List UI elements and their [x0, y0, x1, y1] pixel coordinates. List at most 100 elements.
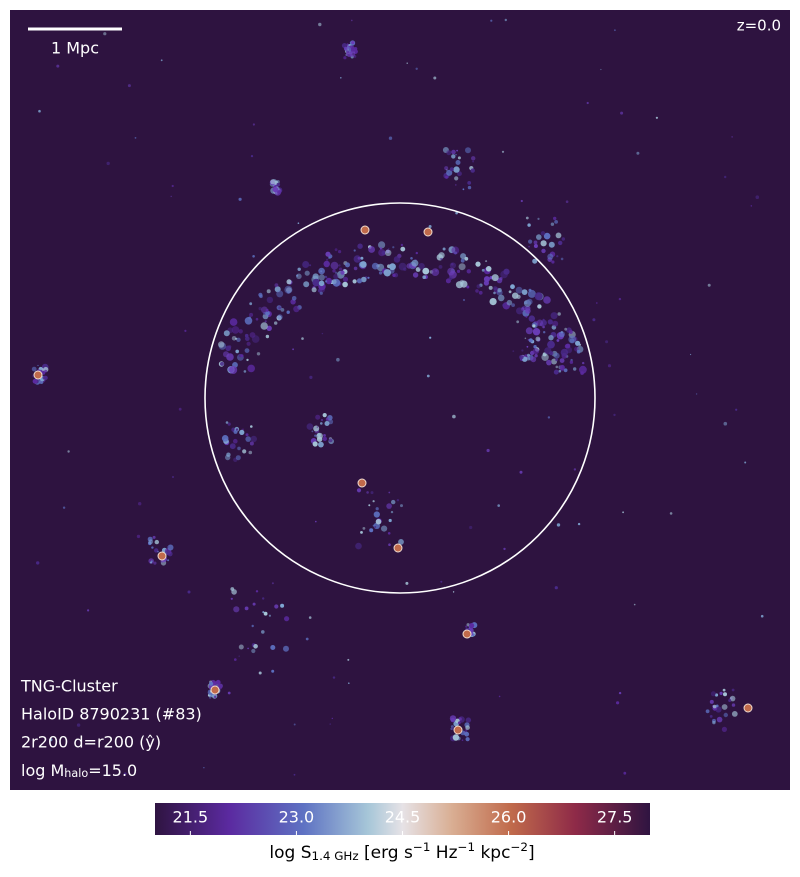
- emission-blob: [353, 266, 358, 271]
- emission-blob: [536, 234, 542, 240]
- emission-blob: [406, 62, 408, 64]
- emission-blob: [319, 291, 323, 295]
- emission-blob: [750, 205, 752, 207]
- emission-blob: [246, 341, 251, 346]
- emission-blob: [187, 590, 191, 594]
- emission-blob: [469, 623, 475, 629]
- emission-blob: [258, 292, 263, 297]
- emission-blob: [429, 336, 432, 339]
- emission-blob: [565, 200, 569, 203]
- emission-blob: [471, 156, 476, 161]
- emission-blob: [431, 268, 440, 276]
- emission-blob: [274, 321, 278, 325]
- emission-blob: [251, 335, 260, 343]
- emission-blob: [374, 526, 377, 528]
- emission-blob: [444, 166, 449, 171]
- emission-blob: [735, 408, 738, 411]
- emission-blob: [426, 374, 430, 378]
- emission-blob: [373, 511, 380, 518]
- emission-blob: [554, 586, 558, 590]
- r200-circle: [204, 202, 596, 594]
- emission-blob: [389, 263, 396, 271]
- emission-blob: [325, 277, 333, 285]
- bright-source: [393, 543, 403, 553]
- emission-blob: [316, 436, 323, 442]
- emission-blob: [568, 329, 573, 334]
- emission-blob: [351, 40, 355, 45]
- emission-blob: [744, 461, 747, 464]
- emission-blob: [475, 289, 479, 293]
- emission-blob: [551, 260, 555, 264]
- emission-blob: [252, 123, 255, 126]
- emission-blob: [498, 695, 501, 698]
- emission-blob: [558, 331, 565, 338]
- label-sub: 1.4 GHz: [312, 849, 359, 863]
- emission-blob: [527, 223, 531, 227]
- emission-blob: [312, 441, 318, 447]
- emission-blob: [284, 616, 290, 622]
- emission-blob: [563, 368, 568, 373]
- emission-blob: [519, 355, 524, 360]
- emission-blob: [209, 696, 212, 699]
- emission-blob: [540, 231, 546, 236]
- emission-blob: [367, 276, 370, 279]
- emission-blob: [334, 271, 338, 274]
- emission-blob: [721, 704, 728, 710]
- colorbar-tick-label: 23.0: [279, 808, 315, 827]
- emission-blob: [548, 241, 555, 248]
- emission-blob: [148, 539, 154, 545]
- emission-blob: [705, 709, 710, 714]
- emission-blob: [613, 413, 616, 417]
- emission-blob: [127, 84, 131, 88]
- emission-blob: [534, 354, 538, 358]
- emission-blob: [342, 276, 349, 282]
- label-text: =15.0: [88, 761, 137, 780]
- emission-blob: [618, 297, 622, 301]
- emission-blob: [314, 434, 317, 437]
- emission-blob: [690, 353, 692, 356]
- emission-blob: [493, 291, 496, 295]
- emission-blob: [227, 422, 231, 426]
- emission-blob: [541, 248, 546, 254]
- emission-blob: [313, 425, 320, 432]
- emission-blob: [723, 712, 728, 718]
- label-sup: −1: [458, 840, 476, 854]
- emission-blob: [345, 262, 350, 268]
- emission-blob: [153, 561, 157, 565]
- emission-blob: [280, 603, 285, 608]
- emission-blob: [542, 318, 545, 321]
- emission-blob: [532, 324, 536, 328]
- emission-blob: [292, 348, 294, 351]
- emission-blob: [502, 303, 506, 307]
- emission-blob: [286, 310, 290, 314]
- emission-blob: [322, 436, 327, 441]
- emission-blob: [532, 348, 540, 355]
- emission-blob: [261, 630, 265, 634]
- emission-blob: [577, 522, 581, 526]
- emission-blob: [357, 243, 363, 249]
- emission-blob: [455, 184, 457, 186]
- emission-blob: [255, 590, 259, 593]
- annotation: HaloID 8790231 (#83): [21, 705, 202, 724]
- emission-blob: [532, 258, 538, 264]
- emission-blob: [398, 539, 404, 545]
- emission-blob: [543, 331, 546, 334]
- emission-blob: [233, 438, 238, 444]
- emission-blob: [242, 428, 244, 431]
- label-text: kpc: [475, 843, 510, 863]
- emission-blob: [123, 772, 127, 776]
- emission-blob: [525, 315, 528, 318]
- emission-blob: [655, 116, 659, 119]
- emission-blob: [166, 546, 169, 548]
- emission-blob: [449, 167, 454, 172]
- emission-blob: [297, 267, 301, 271]
- emission-blob: [343, 56, 347, 60]
- emission-blob: [422, 275, 427, 280]
- emission-blob: [357, 256, 361, 260]
- emission-blob: [512, 350, 515, 353]
- emission-blob: [458, 263, 466, 271]
- emission-blob: [293, 305, 300, 313]
- emission-blob: [560, 257, 564, 261]
- emission-blob: [466, 285, 470, 289]
- emission-blob: [242, 449, 247, 454]
